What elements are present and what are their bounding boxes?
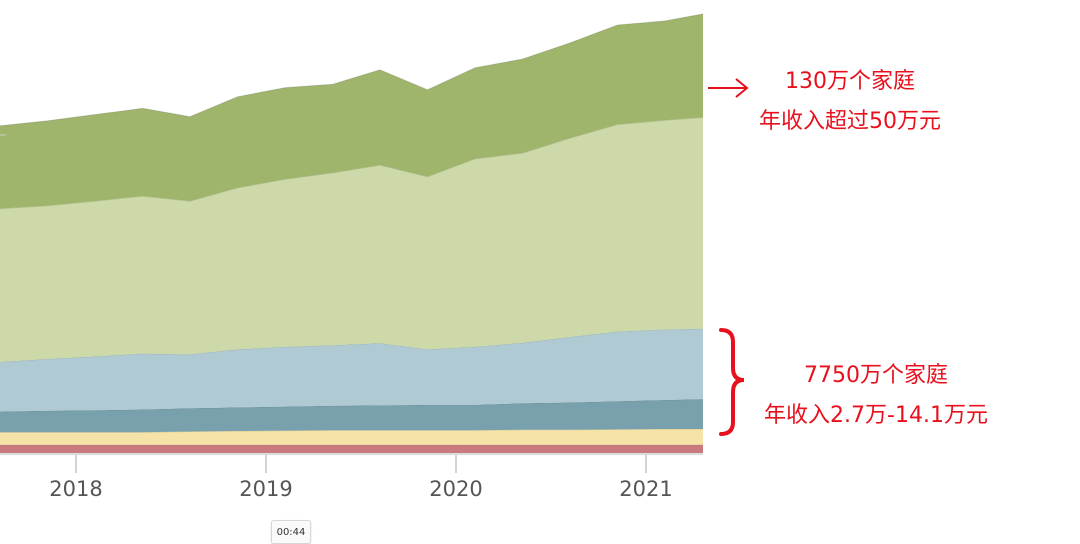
area-series-edge-6: [0, 13, 704, 127]
brace-icon: [719, 328, 745, 436]
video-timestamp: 00:44: [271, 520, 311, 544]
annotation-top-line2: 年收入超过50万元: [759, 109, 941, 134]
annotations: 130万个家庭 年收入超过50万元 7750万个家庭 年收入2.7万-14.1万…: [708, 69, 988, 436]
annotation-bottom-line2: 年收入2.7万-14.1万元: [764, 403, 988, 428]
x-axis: 2018 2019 2020 2021: [0, 453, 703, 501]
annotation-top-line1: 130万个家庭: [785, 69, 915, 94]
x-tick-label-2021: 2021: [619, 477, 672, 501]
arrow-icon: [708, 78, 749, 98]
annotation-bottom-line1: 7750万个家庭: [804, 363, 948, 388]
x-tick-label-2019: 2019: [239, 477, 292, 501]
area-series-4: [0, 328, 703, 412]
stacked-areas: [0, 13, 704, 453]
area-series-5: [0, 117, 703, 362]
x-tick-label-2020: 2020: [429, 477, 482, 501]
area-series-2: [0, 429, 703, 445]
area-series-6: [0, 13, 703, 209]
area-series-3: [0, 399, 703, 433]
x-tick-label-2018: 2018: [49, 477, 102, 501]
area-series-1: [0, 444, 703, 453]
